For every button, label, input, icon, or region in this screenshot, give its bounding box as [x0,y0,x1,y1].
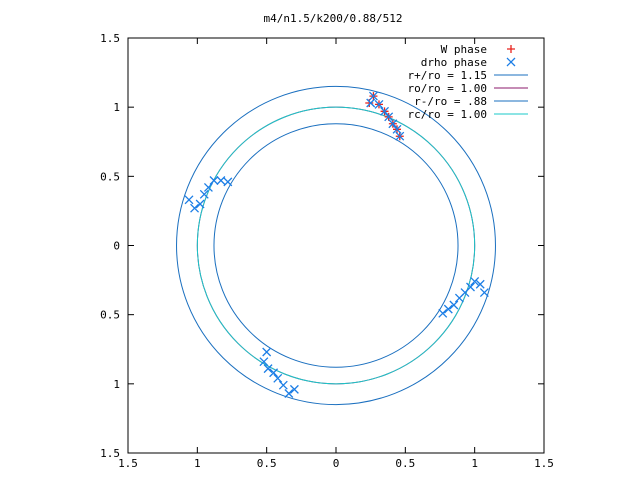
point [466,282,475,292]
point [384,112,394,122]
y-tick-label: 1.5 [100,447,120,460]
circle-curve [196,106,476,385]
point [475,279,485,289]
point [374,99,384,109]
point [209,176,219,185]
y-tick-label: 0.5 [100,309,120,322]
point [289,384,299,394]
point [190,203,200,213]
point [449,300,459,310]
chart-title: m4/n1.5/k200/0.88/512 [263,12,402,25]
point [395,131,405,141]
point [365,99,374,108]
point [443,304,453,314]
point [284,389,294,398]
point [392,124,402,134]
point [278,380,288,390]
point [380,106,389,116]
point [479,288,489,297]
x-tick-label: 1.5 [118,457,138,470]
point [506,57,516,67]
point [269,368,279,378]
point [507,45,515,53]
point [216,176,226,185]
series-drho-phase [184,91,489,398]
point [366,98,376,108]
reference-circles [176,85,496,406]
y-tick-label: 1 [113,378,120,391]
point [184,195,194,205]
y-tick-label: 0.5 [100,170,120,183]
x-tick-label: 0.5 [257,457,277,470]
x-tick-label: 0.5 [395,457,415,470]
point [262,347,272,357]
x-tick-label: 1.5 [534,457,554,470]
legend-label: ro/ro = 1.00 [408,82,487,95]
point [263,364,273,374]
x-tick-label: 0 [333,457,340,470]
y-tick-label: 1 [113,101,120,114]
point [259,357,269,367]
circle-curve [213,123,459,368]
legend-label: r+/ro = 1.15 [408,69,487,82]
point [223,177,233,187]
point [273,373,283,383]
point [388,119,398,129]
point [195,199,205,209]
legend-label: W phase [441,43,487,56]
point [438,308,448,318]
legend-label: drho phase [421,56,487,69]
axis-ticks: 1.5 1 0.5 0 0.5 1 1.51.510.500.511.5 [100,32,554,470]
point [470,277,480,286]
circle-curve [196,106,476,385]
y-tick-label: 0 [113,240,120,253]
legend-label: r-/ro = .88 [414,95,487,108]
series-markers [184,91,489,398]
point [368,91,378,101]
y-tick-label: 1.5 [100,32,120,45]
point [199,189,209,199]
point [203,182,213,192]
legend-label: rc/ro = 1.00 [408,108,487,121]
x-tick-label: 1 [471,457,478,470]
circle-curve [176,85,496,406]
x-tick-label: 1 [194,457,201,470]
